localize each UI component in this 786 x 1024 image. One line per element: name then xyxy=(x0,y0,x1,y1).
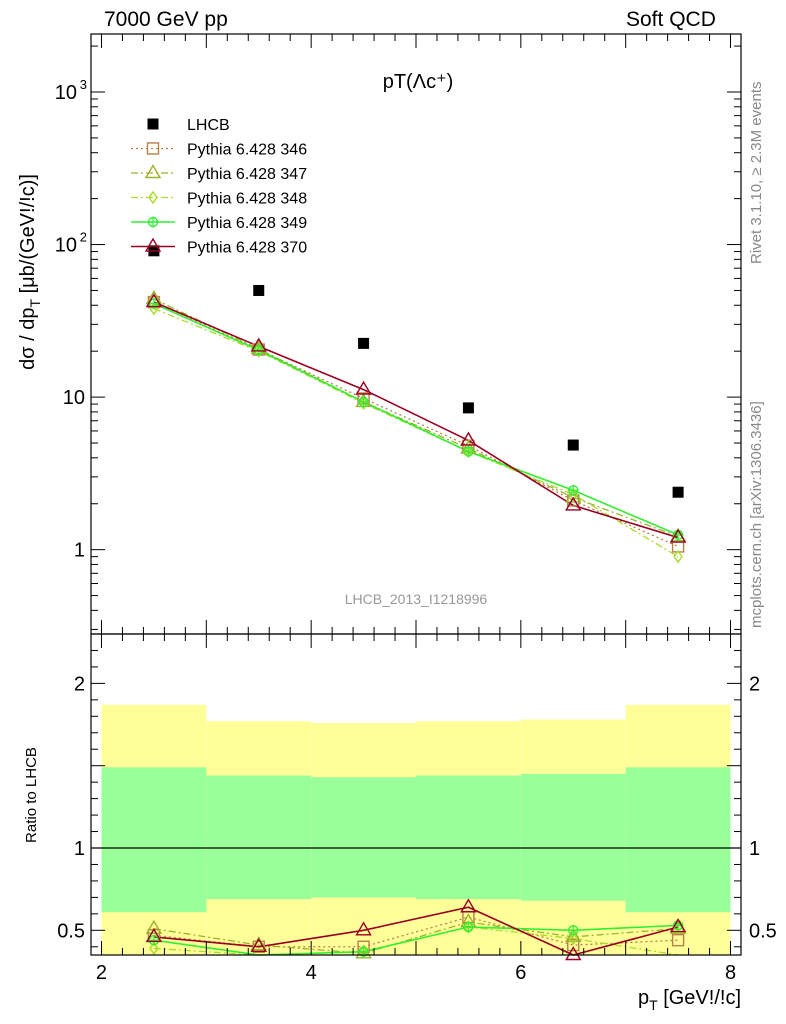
series-2-line xyxy=(153,298,679,538)
series-4-point-3 xyxy=(462,446,474,458)
series-0-point-2 xyxy=(358,337,370,349)
series-0-point-5 xyxy=(672,486,684,498)
legend-marker-0 xyxy=(147,118,159,130)
series-5-point-5 xyxy=(669,528,687,543)
ratio-y-tick-label-right: 0.5 xyxy=(749,920,777,942)
series-5-point-0 xyxy=(145,293,163,308)
series-0-point-1 xyxy=(253,284,265,296)
ratio-series-1-point-5 xyxy=(669,919,687,934)
band-inner-bin-2 xyxy=(311,777,416,898)
series-5-point-3 xyxy=(460,431,477,446)
series-3-point-4 xyxy=(568,487,578,502)
ratio-series-1-line xyxy=(153,921,679,955)
ratio-series-3-line xyxy=(153,924,679,956)
ratio-series-4-point-2 xyxy=(355,921,372,936)
y-tick-label: 10 xyxy=(63,387,85,409)
x-tick-label: 4 xyxy=(306,962,317,984)
legend-label-3: Pythia 6.428 348 xyxy=(187,191,307,208)
x-tick-label: 6 xyxy=(515,962,526,984)
header-right: Soft QCD xyxy=(626,8,716,31)
ratio-series-4-line xyxy=(153,906,679,956)
series-0-point-4 xyxy=(567,439,579,451)
legend-label-1: Pythia 6.428 346 xyxy=(187,142,307,159)
band-inner-bin-0 xyxy=(101,767,207,913)
ratio-series-1-point-4 xyxy=(565,928,582,943)
legend-label-0: LHCB xyxy=(187,117,230,134)
ratio-series-3-point-3 xyxy=(462,921,474,933)
legend-label-4: Pythia 6.428 349 xyxy=(187,215,307,232)
series-5-point-2 xyxy=(355,380,372,395)
x-tick-label: 8 xyxy=(725,962,736,984)
legend-marker-3 xyxy=(148,190,158,205)
band-inner-bin-1 xyxy=(206,775,312,900)
ratio-series-4-point-5 xyxy=(669,918,687,933)
ratio-series-4-point-3 xyxy=(460,898,477,913)
chart-title: pT(Λc⁺) xyxy=(383,71,454,93)
band-inner-bin-4 xyxy=(520,773,626,901)
band-inner-bin-5 xyxy=(625,767,731,913)
series-5-point-4 xyxy=(565,496,582,511)
y-tick-label: 1 xyxy=(74,540,85,562)
series-4-line xyxy=(153,302,679,536)
ratio-y-tick-label: 1 xyxy=(74,838,85,860)
ratio-series-4-point-4 xyxy=(565,946,582,961)
ratio-y-tick-label-right: 2 xyxy=(749,673,760,695)
legend-label-5: Pythia 6.428 370 xyxy=(187,240,307,257)
ratio-y-tick-label: 2 xyxy=(74,673,85,695)
ratio-series-1-point-0 xyxy=(145,919,163,934)
series-4-point-4 xyxy=(567,484,579,496)
ratio-series-3-point-4 xyxy=(567,924,579,936)
ratio-series-0-line xyxy=(153,916,679,948)
y-tick-label: 10 xyxy=(55,235,77,257)
y-tick-label: 10 xyxy=(55,82,77,104)
legend-marker-2 xyxy=(144,164,162,179)
ratio-series-2-line xyxy=(153,926,679,956)
legend-marker-4 xyxy=(147,216,159,228)
y-tick-label-exponent: 3 xyxy=(80,77,87,92)
ratio-series-4-point-1 xyxy=(250,937,267,952)
legend-label-2: Pythia 6.428 347 xyxy=(187,166,307,183)
x-tick-label: 2 xyxy=(96,962,107,984)
ratio-y-tick-label: 0.5 xyxy=(57,920,85,942)
header-left: 7000 GeV pp xyxy=(104,8,228,31)
legend-marker-5 xyxy=(144,237,162,252)
ratio-series-2-point-4 xyxy=(568,931,578,946)
ratio-series-0-point-5 xyxy=(671,933,685,947)
ratio-y-tick-label-right: 1 xyxy=(749,838,760,860)
rivet-label: Rivet 3.1.10, ≥ 2.3M events xyxy=(748,81,765,265)
series-3-point-5 xyxy=(673,549,683,564)
analysis-watermark: LHCB_2013_I1218996 xyxy=(345,591,488,607)
ratio-series-4-point-0 xyxy=(145,928,163,943)
series-3-point-1 xyxy=(254,344,264,358)
series-5-point-1 xyxy=(250,337,267,352)
band-inner-bin-3 xyxy=(416,775,521,900)
legend-marker-1 xyxy=(146,142,160,155)
y-tick-label-exponent: 2 xyxy=(80,230,87,245)
ratio-y-axis-title: Ratio to LHCB xyxy=(23,747,40,843)
ratio-series-3-point-0 xyxy=(148,934,160,946)
x-axis-title: pT [GeV!/!c] xyxy=(638,987,741,1013)
mcplots-label: mcplots.cern.ch [arXiv:1306.3436] xyxy=(748,401,765,628)
ratio-series-2-point-0 xyxy=(149,941,159,956)
series-4-point-2 xyxy=(358,396,370,408)
series-5-line xyxy=(153,301,679,539)
series-0-point-3 xyxy=(462,402,474,414)
ratio-series-0-point-4 xyxy=(567,938,580,952)
series-3-line xyxy=(153,308,679,558)
y-axis-title: dσ / dpT [μb/(GeV!/!c)] xyxy=(17,174,43,370)
ratio-series-1-point-1 xyxy=(250,936,267,951)
